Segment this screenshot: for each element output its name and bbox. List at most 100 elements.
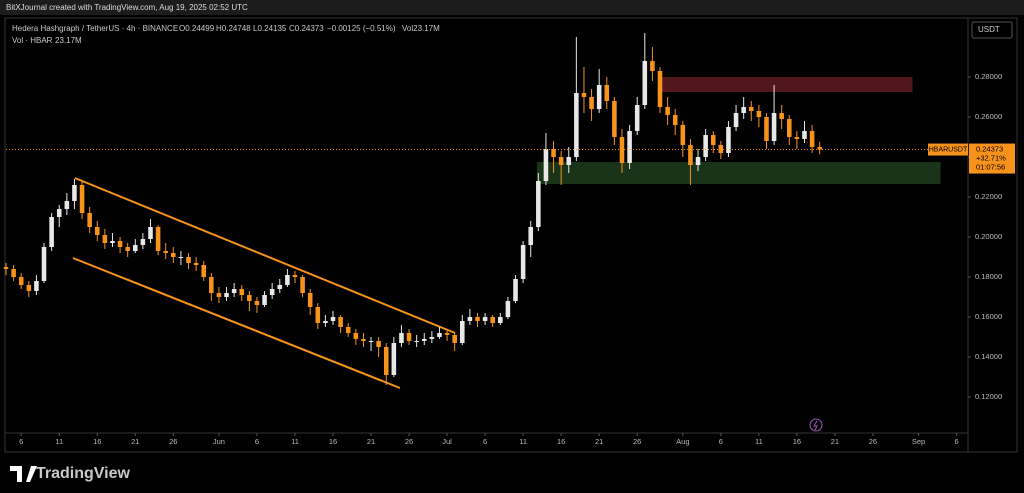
candle-body [262,295,267,305]
event-icon[interactable] [809,418,823,432]
brand-name: TradingView [36,465,131,482]
footer [0,455,1024,493]
candle-body [589,97,594,109]
candle-body [498,317,503,323]
y-tick-label: 0.28000 [975,72,1002,81]
y-tick-label: 0.20000 [975,232,1002,241]
candle-body [406,333,412,341]
candle-body [467,317,473,321]
candle-body [125,247,130,251]
x-tick-label: 6 [719,437,723,446]
price-zone [536,162,941,184]
candle-body [87,213,92,227]
brand-logo [10,466,37,482]
currency-box [971,21,1013,39]
y-tick-label: 0.22000 [975,192,1002,201]
x-tick-label: 11 [755,437,763,446]
x-tick-label: 6 [483,437,487,446]
candle-body [201,265,207,277]
candle-body [505,301,511,317]
candle-body [574,93,579,157]
candle-body [376,341,381,347]
candle-body [132,245,138,251]
candle-body [148,227,153,239]
candle-body [216,293,222,297]
candle-body [224,293,229,297]
candle-body [612,101,617,137]
volume-label: Vol · HBAR [12,36,53,45]
x-tick-label: 21 [831,437,839,446]
x-tick-label: 16 [557,437,565,446]
x-tick-label: Sep [912,437,925,446]
candle-body [710,135,716,145]
candle-body [292,275,298,277]
candle-body [3,267,9,269]
legend-change: −0.00125 (−0.51%) [327,24,396,33]
candle-body [680,125,686,145]
candle-body [285,275,290,285]
candle-body [695,157,701,165]
x-tick-label: 26 [405,437,413,446]
candle-body [56,209,62,217]
candle-body [733,113,739,127]
candle-body [756,111,762,117]
candle-body [140,239,146,245]
candle-body [323,321,328,323]
candle-body [18,277,24,285]
candle-body [239,289,245,295]
x-tick-label: 16 [329,437,337,446]
candle-body [672,115,678,125]
candle-body [117,241,123,247]
candle-body [551,149,556,157]
y-tick-label: 0.12000 [975,392,1002,401]
candle-body [64,201,70,209]
candle-body [171,253,176,257]
x-tick-label: 21 [595,437,603,446]
candle-body [94,227,100,235]
last-price: 0.24373 [976,145,1003,154]
candle-body [650,61,655,71]
candle-body [688,145,693,165]
price-zone [659,77,913,92]
y-tick-label: 0.26000 [975,112,1002,121]
y-tick-label: 0.18000 [975,272,1002,281]
candle-body [41,247,47,281]
x-tick-label: 6 [955,437,959,446]
candle-body [634,105,640,131]
pane-border [4,17,1018,453]
candle-body [528,227,534,245]
candle-body [330,317,336,321]
x-tick-label: 16 [93,437,101,446]
legend-symbol: Hedera Hashgraph / TetherUS · 4h · BINAN… [12,24,178,33]
candle-body [520,245,526,279]
candle-body [247,295,252,301]
candle-body [817,147,822,150]
candle-body [596,85,602,109]
candle-body [764,117,769,141]
x-tick-label: 21 [367,437,375,446]
candle-body [437,333,442,337]
volume-value: 23.17M [55,36,82,45]
candle-body [718,145,724,153]
candle-body [794,137,800,139]
last-symbol: HBARUSDT [929,146,968,153]
candle-body [741,107,746,113]
candle-body [460,321,465,343]
candle-body [665,107,670,115]
plot [3,33,941,389]
candle-body [452,335,457,343]
candle-body [231,289,237,293]
header-text: BitXJournal created with TradingView.com… [6,3,248,12]
candle-body [345,327,351,333]
candle-body [604,85,610,101]
candle-body [49,217,54,247]
x-tick-label: 11 [291,437,299,446]
candle-body [353,333,359,339]
candle-body [26,285,32,291]
candle-body [368,341,374,342]
candle-body [513,279,518,301]
candle-body [277,285,283,289]
candle-body [34,281,39,291]
candle-body [748,107,754,111]
